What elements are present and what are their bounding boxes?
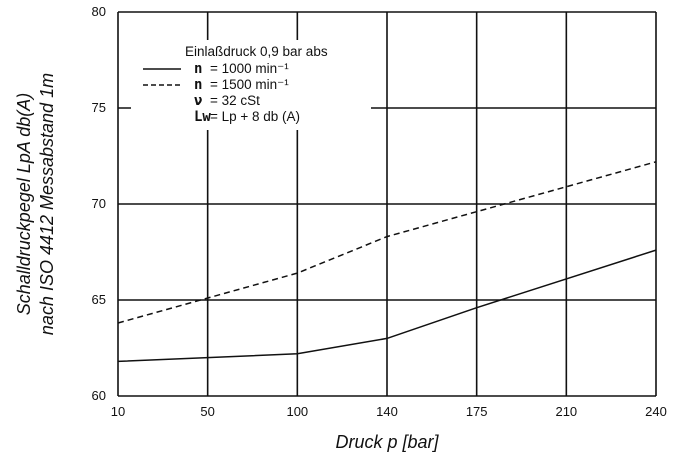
x-tick-label-140: 140	[376, 404, 398, 419]
legend: Einlaßdruck 0,9 bar abs n = 1000 min⁻¹ n = 1…	[143, 44, 328, 125]
tick-labels: 10 50 100 140 175 210 240 60 65 70 75 80	[92, 4, 667, 419]
legend-symbol-3: ν	[194, 93, 202, 109]
legend-label-4: = Lp + 8 db (A)	[210, 109, 300, 124]
legend-label-2: = 1500 min⁻¹	[210, 77, 289, 92]
y-axis-label-line-1: Schalldruckpegel LpA db(A)	[14, 93, 34, 315]
legend-label-1: = 1000 min⁻¹	[210, 61, 289, 76]
y-tick-label-75: 75	[92, 100, 106, 115]
y-tick-label-80: 80	[92, 4, 106, 19]
legend-header: Einlaßdruck 0,9 bar abs	[185, 44, 328, 59]
y-tick-label-70: 70	[92, 196, 106, 211]
x-tick-label-10: 10	[111, 404, 125, 419]
legend-symbol-4: Lw	[194, 109, 211, 125]
x-tick-label-175: 175	[466, 404, 488, 419]
x-axis-label: Druck p [bar]	[335, 432, 439, 452]
legend-symbol-1: n	[194, 61, 202, 77]
y-axis-label: Schalldruckpegel LpA db(A) nach ISO 4412…	[14, 73, 57, 335]
y-tick-label-60: 60	[92, 388, 106, 403]
series-line-2	[117, 161, 657, 324]
x-tick-label-240: 240	[645, 404, 667, 419]
legend-label-3: = 32 cSt	[210, 93, 260, 108]
series-layer	[117, 161, 657, 363]
y-axis-label-line-2: nach ISO 4412 Messabstand 1m	[37, 73, 57, 335]
x-tick-label-100: 100	[286, 404, 308, 419]
legend-symbol-2: n	[194, 77, 202, 93]
x-tick-label-50: 50	[200, 404, 214, 419]
y-tick-label-65: 65	[92, 292, 106, 307]
x-tick-label-210: 210	[555, 404, 577, 419]
